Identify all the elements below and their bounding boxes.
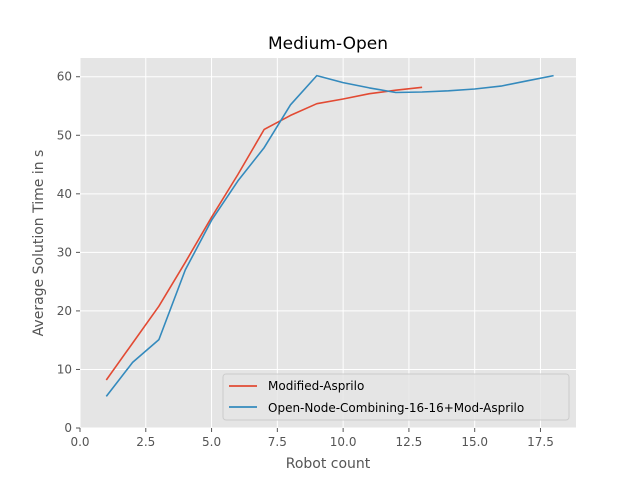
legend-box [222,373,570,421]
x-tick-label: 7.5 [268,435,287,449]
chart-title: Medium-Open [268,34,388,54]
x-tick-label: 0.0 [70,435,89,449]
series-layer [105,74,554,397]
x-axis-ticks: 0.0 2.5 5.0 7.5 10.0 12.5 15.0 17.5 [70,428,554,449]
x-tick-label: 2.5 [136,435,155,449]
legend: Modified-Asprilo Open-Node-Combining-16-… [222,373,570,421]
x-tick-label: 12.5 [396,435,423,449]
y-tick-label: 10 [57,362,72,376]
x-axis-label: Robot count [286,456,371,472]
x-tick-label: 5.0 [202,435,221,449]
y-tick-label: 20 [57,304,72,318]
y-axis-label: Average Solution Time in s [31,150,47,337]
x-tick-label: 15.0 [461,435,488,449]
plot-area [80,58,576,428]
y-tick-label: 30 [57,245,72,259]
legend-label-modified-asprilo: Modified-Asprilo [268,379,364,393]
grid-lines [79,58,576,429]
y-axis-ticks: 0 10 20 30 40 50 60 [57,70,80,435]
series-line-open-node-combining-16-16-mod-asprilo [105,74,554,397]
x-tick-label: 10.0 [330,435,357,449]
y-tick-label: 0 [64,421,72,435]
y-tick-label: 60 [57,70,72,84]
legend-label-open-node-combining: Open-Node-Combining-16-16+Mod-Asprilo [268,401,524,415]
x-tick-label: 17.5 [527,435,554,449]
series-line-modified-asprilo [105,86,423,381]
y-tick-label: 50 [57,128,72,142]
y-tick-label: 40 [57,187,72,201]
